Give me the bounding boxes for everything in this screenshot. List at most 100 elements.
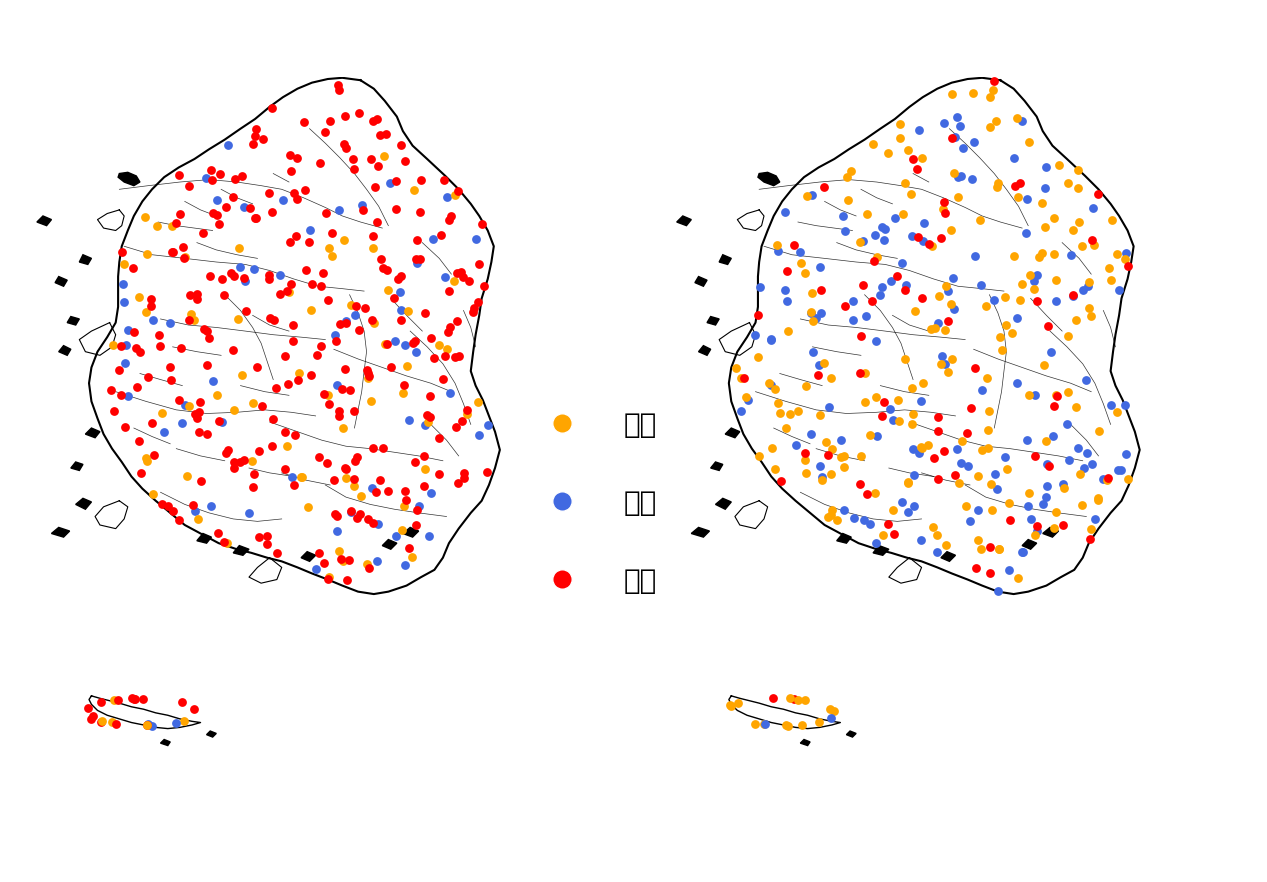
Point xyxy=(200,269,220,283)
Point xyxy=(138,717,158,731)
Point xyxy=(759,376,779,390)
Point xyxy=(878,146,898,160)
Polygon shape xyxy=(846,731,856,737)
Point xyxy=(1085,512,1105,527)
Point xyxy=(111,245,132,259)
Point xyxy=(318,293,338,307)
Point xyxy=(234,453,255,467)
Point xyxy=(1068,215,1088,229)
Point xyxy=(1079,275,1100,289)
Point xyxy=(1053,518,1073,532)
Point xyxy=(242,453,262,467)
Point xyxy=(930,356,950,370)
Point xyxy=(1073,461,1093,475)
Point xyxy=(232,169,252,183)
Point xyxy=(826,512,846,527)
Point xyxy=(912,151,933,165)
Point xyxy=(161,245,181,259)
Point xyxy=(346,299,366,313)
Point xyxy=(775,282,796,296)
Point xyxy=(853,278,873,292)
Point xyxy=(1029,250,1049,265)
Point xyxy=(935,324,955,338)
Point xyxy=(379,176,399,191)
Point xyxy=(345,309,365,323)
Point xyxy=(957,499,977,513)
Point xyxy=(851,449,872,463)
Polygon shape xyxy=(836,534,851,543)
Point xyxy=(123,325,143,340)
Point xyxy=(226,172,246,186)
Point xyxy=(837,193,858,207)
Point xyxy=(1033,497,1053,511)
Polygon shape xyxy=(692,527,710,537)
Point xyxy=(1076,373,1096,387)
Point xyxy=(196,170,217,184)
Point xyxy=(986,114,1006,128)
Point xyxy=(362,516,383,530)
Point xyxy=(967,561,987,575)
Point xyxy=(929,424,949,438)
Point xyxy=(950,456,971,470)
Point xyxy=(317,456,337,470)
Point xyxy=(419,410,440,424)
Polygon shape xyxy=(1022,540,1036,549)
Point xyxy=(329,404,350,418)
Point xyxy=(879,401,900,415)
Point xyxy=(478,465,498,479)
Point xyxy=(300,303,321,318)
Point xyxy=(972,383,992,397)
Point xyxy=(188,512,208,527)
Point xyxy=(299,235,319,249)
Point xyxy=(212,272,232,286)
Point xyxy=(1011,114,1031,128)
Point xyxy=(414,479,435,493)
Point xyxy=(336,461,356,475)
Point xyxy=(376,337,397,351)
Polygon shape xyxy=(207,731,217,737)
Point xyxy=(777,264,797,278)
Point xyxy=(466,232,487,246)
Point xyxy=(867,429,887,443)
Point xyxy=(888,393,908,407)
Point xyxy=(248,530,269,544)
Point xyxy=(1019,135,1039,149)
Point xyxy=(322,249,342,263)
Point xyxy=(393,386,413,400)
Polygon shape xyxy=(71,462,82,470)
Point xyxy=(1045,273,1066,288)
Point xyxy=(1035,220,1055,234)
Point xyxy=(336,140,356,154)
Point xyxy=(801,304,821,318)
Point xyxy=(162,505,182,519)
Point xyxy=(314,556,334,570)
Point xyxy=(357,363,378,377)
Point xyxy=(770,406,791,420)
Point xyxy=(763,441,783,455)
Point xyxy=(315,206,336,220)
Point xyxy=(243,467,264,481)
Point xyxy=(721,699,741,713)
Point xyxy=(208,207,228,221)
Point xyxy=(385,333,405,348)
Point xyxy=(963,86,983,100)
Point xyxy=(976,299,996,313)
Point xyxy=(418,529,438,543)
Point xyxy=(189,424,209,438)
Point xyxy=(962,172,982,186)
Point xyxy=(331,552,351,566)
Point xyxy=(934,116,954,130)
Point xyxy=(1007,111,1028,125)
Point xyxy=(352,198,372,212)
Point xyxy=(469,394,489,408)
Point xyxy=(968,503,988,517)
Point xyxy=(813,355,834,370)
Point xyxy=(175,250,195,264)
Point xyxy=(745,717,765,731)
Point xyxy=(147,219,167,233)
Point xyxy=(361,152,381,166)
Polygon shape xyxy=(707,317,720,325)
Point xyxy=(128,434,148,448)
Point xyxy=(435,173,455,187)
Point xyxy=(402,549,422,564)
